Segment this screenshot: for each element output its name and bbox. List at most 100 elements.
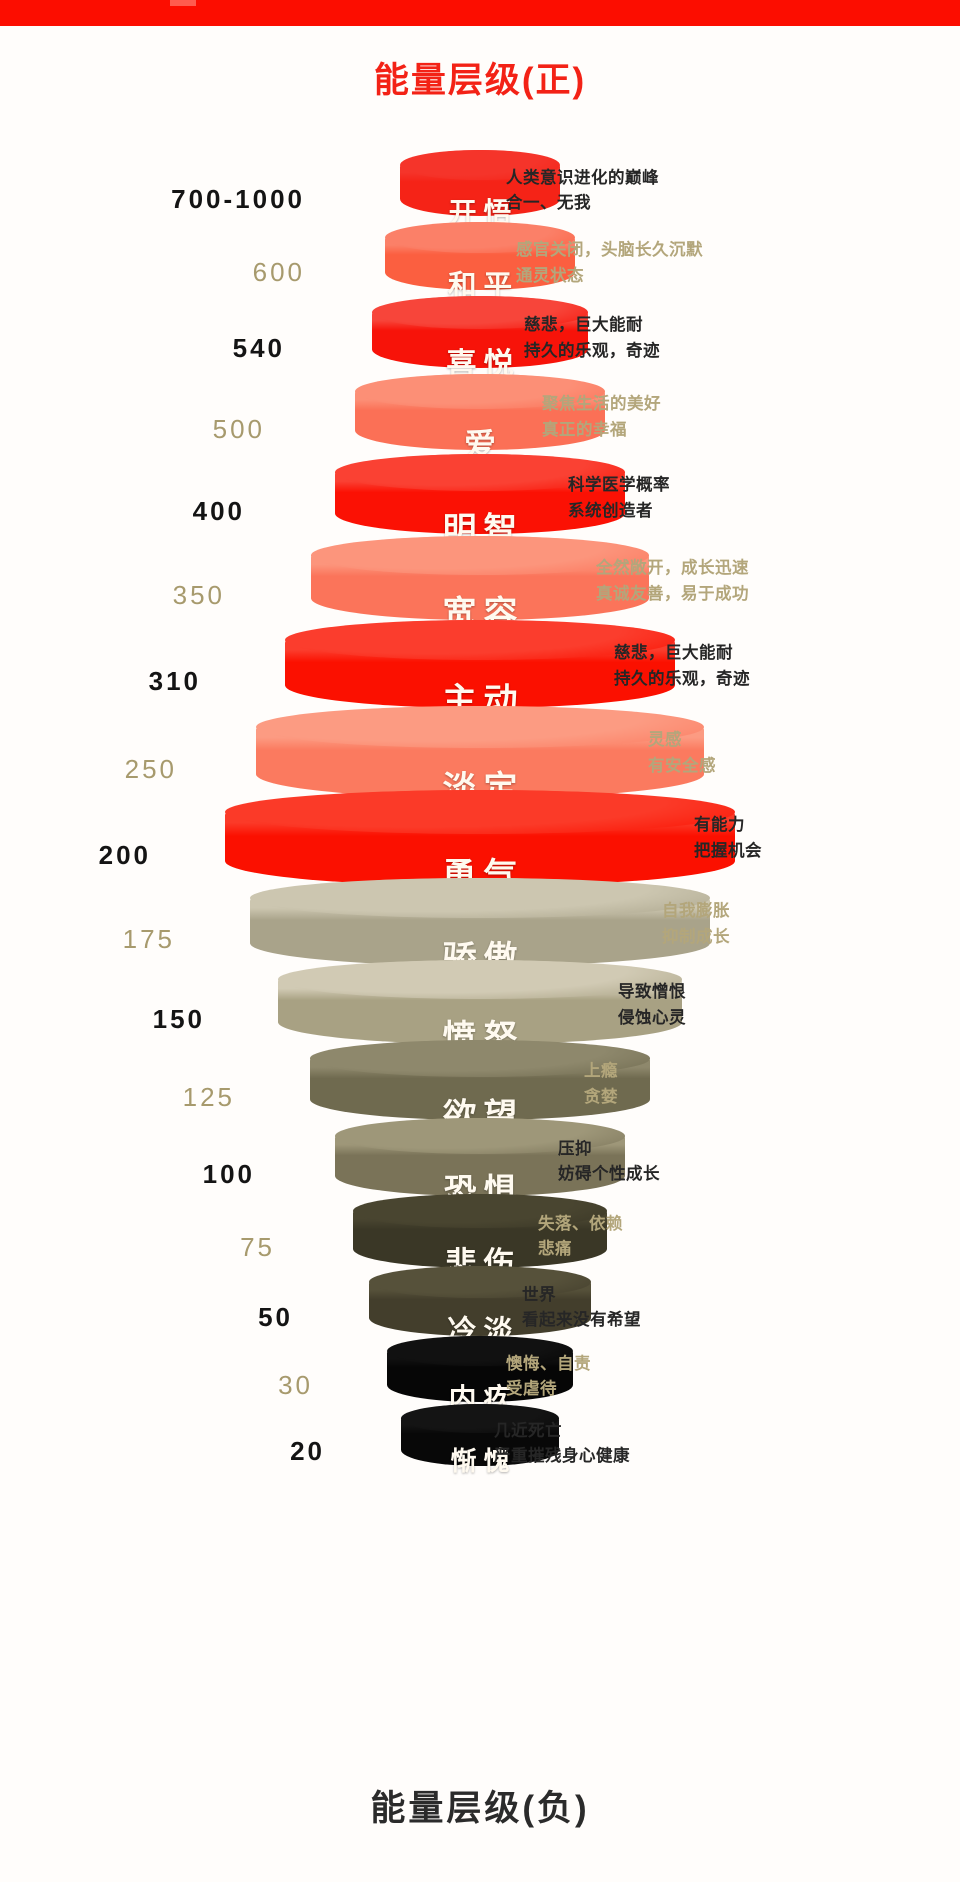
- level-disc[interactable]: 爱: [355, 374, 605, 463]
- description-line: 慈悲，巨大能耐: [524, 316, 643, 335]
- level-description: 人类意识进化的巅峰 合一、无我: [506, 166, 659, 217]
- disc-top-face: [310, 1040, 650, 1077]
- disc-top-face: [400, 150, 560, 181]
- level-value: 20: [290, 1436, 325, 1467]
- description-line: 上瘾: [584, 1062, 618, 1081]
- level-disc[interactable]: 惭愧: [401, 1404, 559, 1476]
- description-line: 通灵状态: [516, 266, 584, 285]
- level-value: 75: [240, 1232, 275, 1263]
- description-line: 有能力: [694, 816, 745, 835]
- level-disc[interactable]: 勇气: [225, 790, 735, 895]
- disc-top-face: [250, 878, 710, 919]
- level-description: 压抑 妨碍个性成长: [558, 1137, 660, 1188]
- description-line: 看起来没有希望: [522, 1311, 641, 1330]
- description-line: 真诚友善，易于成功: [596, 584, 749, 603]
- description-line: 贪婪: [584, 1087, 618, 1106]
- page-title: 能量层级(正): [373, 61, 587, 100]
- disc-top-face: [372, 296, 588, 330]
- level-description: 有能力 把握机会: [694, 813, 762, 864]
- level-value: 250: [124, 753, 177, 784]
- disc-top-face: [278, 960, 682, 999]
- description-line: 抑制成长: [662, 927, 730, 946]
- description-line: 灵感: [648, 731, 682, 750]
- level-value: 200: [98, 839, 151, 870]
- level-value: 540: [232, 333, 285, 364]
- level-description: 懊悔、自责 受虐待: [506, 1352, 591, 1403]
- level-description: 慈悲，巨大能耐 持久的乐观，奇迹: [614, 641, 750, 692]
- level-disc[interactable]: 欲望: [310, 1040, 650, 1135]
- level-description: 灵感 有安全感: [648, 728, 716, 779]
- description-line: 导致憎恨: [618, 983, 686, 1002]
- level-value: 50: [258, 1302, 293, 1333]
- level-name: 惭愧: [450, 1446, 517, 1477]
- level-description: 慈悲，巨大能耐 持久的乐观，奇迹: [524, 313, 660, 364]
- level-description: 失落、依赖 悲痛: [538, 1212, 623, 1263]
- description-line: 人类意识进化的巅峰: [506, 168, 659, 187]
- level-value: 600: [252, 257, 305, 288]
- level-disc[interactable]: 悲伤: [353, 1194, 607, 1281]
- level-value: 150: [152, 1003, 205, 1034]
- level-disc[interactable]: 淡定: [256, 706, 704, 808]
- description-line: 几近死亡: [494, 1421, 562, 1440]
- disc-top-face: [335, 454, 625, 491]
- level-description: 上瘾 贪婪: [584, 1059, 618, 1110]
- description-line: 把握机会: [694, 841, 762, 860]
- level-description: 几近死亡严重摧残身心健康: [494, 1419, 630, 1470]
- level-value: 700-1000: [171, 184, 305, 215]
- level-disc[interactable]: 骄傲: [250, 878, 710, 978]
- description-line: 悲痛: [538, 1240, 572, 1259]
- level-value: 310: [148, 665, 201, 696]
- level-disc[interactable]: 喜悦: [372, 296, 588, 381]
- disc-top-face: [225, 790, 735, 835]
- description-line: 受虐待: [506, 1380, 557, 1399]
- level-value: 175: [122, 923, 175, 954]
- disc-top-face: [353, 1194, 607, 1229]
- level-description: 世界 看起来没有希望: [522, 1283, 641, 1334]
- level-value: 350: [172, 579, 225, 610]
- disc-top-face: [311, 536, 649, 575]
- level-description: 全然敞开，成长迅速 真诚友善，易于成功: [596, 556, 749, 607]
- description-line: 自我膨胀: [662, 902, 730, 921]
- level-description: 聚焦生活的美好 真正的幸福: [542, 392, 661, 443]
- level-description: 科学医学概率 系统创造者: [568, 473, 670, 524]
- description-line: 有安全感: [648, 756, 716, 775]
- level-description: 感官关闭，头脑长久沉默 通灵状态: [516, 238, 703, 289]
- disc-top-face: [369, 1266, 591, 1299]
- description-line: 合一、无我: [506, 194, 591, 213]
- level-value: 400: [192, 495, 245, 526]
- disc-top-face: [401, 1404, 559, 1433]
- disc-top-face: [256, 706, 704, 749]
- disc-top-face: [285, 620, 675, 661]
- page-subtitle: 能量层级(负): [370, 1789, 590, 1828]
- description-line: 压抑: [558, 1139, 592, 1158]
- level-value: 100: [202, 1158, 255, 1189]
- level-disc[interactable]: 开悟: [400, 150, 560, 228]
- level-value: 125: [182, 1081, 235, 1112]
- description-line: 科学医学概率: [568, 476, 670, 495]
- description-line: 侵蚀心灵: [618, 1008, 686, 1027]
- disc-top-face: [355, 374, 605, 409]
- level-value: 500: [212, 413, 265, 444]
- description-line: 妨碍个性成长: [558, 1165, 660, 1184]
- level-disc[interactable]: 主动: [285, 620, 675, 720]
- level-disc[interactable]: 明智: [335, 454, 625, 549]
- description-line: 真正的幸福: [542, 420, 627, 439]
- description-line: 感官关闭，头脑长久沉默: [516, 241, 703, 260]
- pyramid-stack: 700-1000 开悟 人类意识进化的巅峰 合一、无我 600 和平 感官关闭，头脑长久沉默…: [0, 130, 960, 1755]
- description-line: 聚焦生活的美好: [542, 395, 661, 414]
- description-line: 慈悲，巨大能耐: [614, 644, 733, 663]
- description-line: 世界: [522, 1285, 556, 1304]
- disc-top-face: [387, 1336, 573, 1367]
- level-value: 30: [278, 1370, 313, 1401]
- level-description: 自我膨胀 抑制成长: [662, 899, 730, 950]
- description-line: 懊悔、自责: [506, 1354, 591, 1373]
- description-line: 严重摧残身心健康: [494, 1447, 630, 1466]
- top-red-banner: [0, 0, 960, 26]
- description-line: 系统创造者: [568, 501, 653, 520]
- disc-top-face: [385, 222, 575, 254]
- description-line: 持久的乐观，奇迹: [524, 341, 660, 360]
- description-line: 失落、依赖: [538, 1214, 623, 1233]
- description-line: 全然敞开，成长迅速: [596, 559, 749, 578]
- banner-notch: [170, 0, 196, 6]
